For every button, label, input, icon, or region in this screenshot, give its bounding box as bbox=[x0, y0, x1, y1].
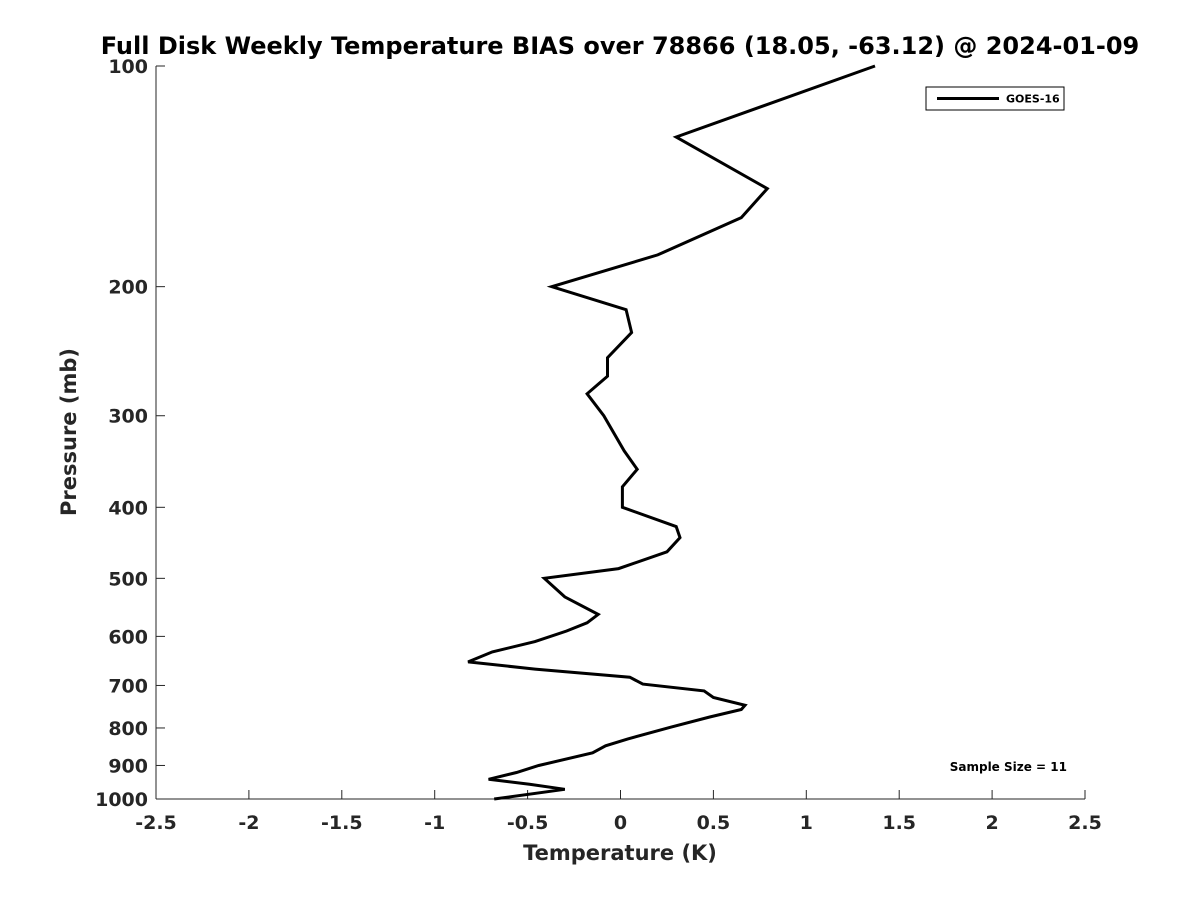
y-tick-label: 300 bbox=[108, 406, 148, 428]
y-tick-label: 700 bbox=[108, 675, 148, 697]
y-tick-label: 100 bbox=[108, 56, 148, 78]
x-tick-label: 1 bbox=[800, 812, 813, 834]
y-tick-label: 200 bbox=[108, 277, 148, 299]
x-tick-label: 2.5 bbox=[1068, 812, 1102, 834]
chart-title: Full Disk Weekly Temperature BIAS over 7… bbox=[101, 32, 1140, 60]
y-tick-label: 1000 bbox=[95, 789, 148, 811]
x-axis-label: Temperature (K) bbox=[523, 841, 717, 865]
x-ticks: -2.5 -2 -1.5 -1 -0.5 0 0.5 1 1.5 2 2.5 bbox=[135, 790, 1102, 834]
x-tick-label: 1.5 bbox=[882, 812, 916, 834]
x-tick-label: 2 bbox=[985, 812, 998, 834]
x-tick-label: -2 bbox=[238, 812, 259, 834]
x-tick-label: -2.5 bbox=[135, 812, 177, 834]
series-line-goes-16 bbox=[467, 64, 876, 801]
legend-label-goes-16: GOES-16 bbox=[1006, 93, 1060, 106]
y-tick-label: 400 bbox=[108, 497, 148, 519]
y-tick-label: 600 bbox=[108, 626, 148, 648]
legend: GOES-16 bbox=[925, 86, 1065, 111]
y-tick-label: 500 bbox=[108, 568, 148, 590]
y-ticks: 100 200 300 400 500 600 700 800 900 1000 bbox=[95, 56, 165, 811]
series-group bbox=[467, 64, 876, 801]
y-axis-label: Pressure (mb) bbox=[57, 348, 81, 516]
x-tick-label: -1 bbox=[424, 812, 445, 834]
x-tick-label: -1.5 bbox=[321, 812, 363, 834]
x-tick-label: 0.5 bbox=[697, 812, 731, 834]
sample-size-annotation: Sample Size = 11 bbox=[950, 760, 1067, 774]
x-tick-label: 0 bbox=[614, 812, 627, 834]
x-tick-label: -0.5 bbox=[507, 812, 549, 834]
y-tick-label: 800 bbox=[108, 718, 148, 740]
y-tick-label: 900 bbox=[108, 755, 148, 777]
